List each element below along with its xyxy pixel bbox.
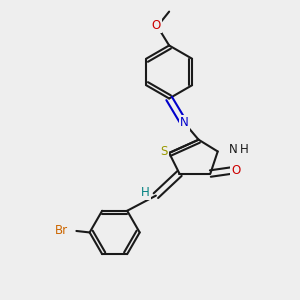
Text: S: S [160, 145, 167, 158]
Text: O: O [151, 19, 160, 32]
Text: N: N [229, 142, 238, 156]
Text: N: N [180, 116, 189, 129]
Text: H: H [240, 142, 249, 156]
Text: H: H [141, 186, 150, 199]
Text: O: O [232, 164, 241, 177]
Text: Br: Br [55, 224, 68, 238]
